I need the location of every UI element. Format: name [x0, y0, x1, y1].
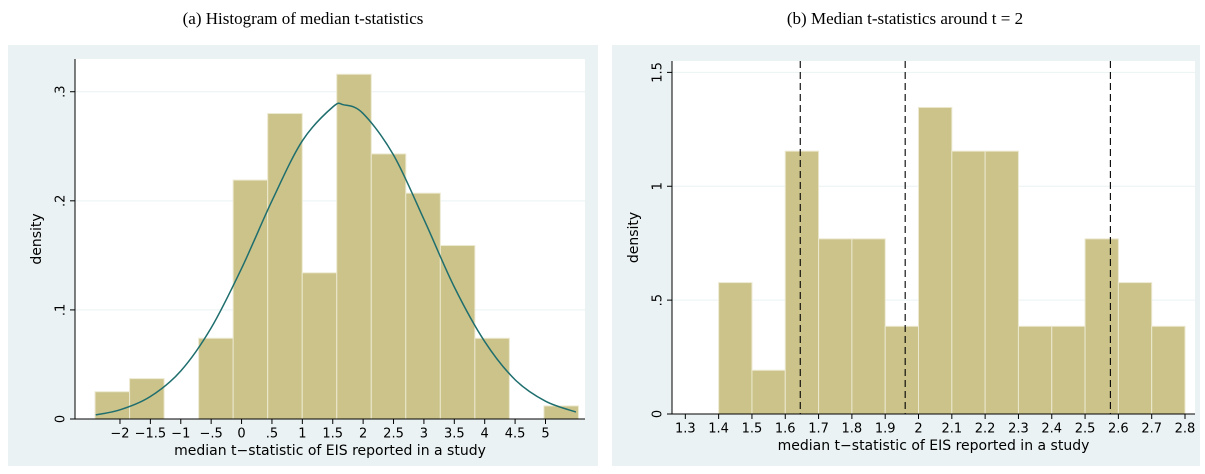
bar: [1117, 282, 1153, 415]
x-tick-label: 4.5: [505, 427, 526, 442]
x-tick-label: 1.3: [675, 422, 696, 437]
y-tick-label: .2: [54, 195, 69, 207]
bar: [232, 179, 269, 420]
x-tick-label: .5: [266, 427, 278, 442]
x-tick-label: 0: [237, 427, 245, 442]
x-tick-label: −1: [171, 427, 190, 442]
x-tick-label: 1.6: [775, 422, 796, 437]
bar: [474, 337, 510, 420]
x-tick-label: 2.1: [941, 422, 962, 437]
x-tick-label: 2.2: [975, 422, 996, 437]
y-tick-label: .1: [54, 304, 69, 316]
x-tick-label: 1.8: [842, 422, 863, 437]
x-tick-label: 1.4: [708, 422, 729, 437]
x-tick-label: 2.3: [1008, 422, 1029, 437]
x-tick-label: −1.5: [135, 427, 167, 442]
bar: [851, 238, 886, 415]
bar: [405, 192, 441, 420]
bar: [1151, 325, 1186, 415]
chart-title: (a) Histogram of median t-statistics: [183, 9, 424, 28]
chart-title: (b) Median t-statistics around t = 2: [787, 9, 1023, 28]
x-tick-label: −.5: [200, 427, 223, 442]
bar: [884, 325, 920, 415]
bar: [751, 369, 786, 415]
bar: [818, 238, 853, 415]
y-tick-label: .5: [651, 294, 666, 306]
y-tick-label: .3: [54, 86, 69, 98]
x-tick-label: 2.4: [1041, 422, 1062, 437]
y-tick-label: 1: [651, 182, 666, 190]
bar: [718, 282, 753, 415]
x-tick-label: 2.5: [383, 427, 404, 442]
x-tick-label: 2.5: [1075, 422, 1096, 437]
x-tick-label: 1.9: [875, 422, 896, 437]
x-tick-label: 3: [420, 427, 428, 442]
bar: [784, 150, 820, 415]
bar: [1017, 325, 1053, 415]
bar: [370, 153, 407, 420]
x-axis-title: median t−statistic of EIS reported in a …: [778, 438, 1090, 454]
x-tick-label: 2.6: [1108, 422, 1129, 437]
density-curve: [95, 102, 577, 416]
bar: [1051, 325, 1086, 415]
bar: [918, 106, 953, 415]
bar: [301, 272, 338, 420]
x-tick-label: 2.8: [1175, 422, 1196, 437]
y-tick-label: 1.5: [651, 62, 666, 83]
x-tick-label: −2: [110, 427, 129, 442]
bar: [1084, 238, 1119, 415]
bar: [94, 391, 131, 420]
x-tick-label: 5: [541, 427, 549, 442]
x-tick-label: 1.5: [742, 422, 763, 437]
x-tick-label: 2: [914, 422, 922, 437]
y-tick-label: 0: [651, 410, 666, 418]
y-axis-title: density: [626, 212, 642, 263]
bar: [984, 150, 1019, 415]
bar: [439, 245, 476, 420]
bar: [267, 113, 303, 420]
chart-panel: (b) Median t-statistics around t = 2 0 .5 1…: [612, 9, 1200, 466]
x-tick-label: 1: [298, 427, 306, 442]
bar: [336, 73, 372, 420]
x-axis-title: median t−statistic of EIS reported in a …: [174, 443, 486, 459]
bar: [198, 337, 234, 420]
y-tick-label: 0: [54, 415, 69, 423]
x-tick-label: 3.5: [444, 427, 465, 442]
x-tick-label: 1.7: [808, 422, 829, 437]
x-tick-label: 2.7: [1141, 422, 1162, 437]
x-tick-label: 4: [481, 427, 489, 442]
x-tick-label: 1.5: [322, 427, 343, 442]
y-axis-title: density: [29, 213, 45, 264]
chart-panel: (a) Histogram of median t-statistics 0 .1.…: [8, 9, 598, 466]
x-tick-label: 2: [359, 427, 367, 442]
bar: [951, 150, 986, 415]
